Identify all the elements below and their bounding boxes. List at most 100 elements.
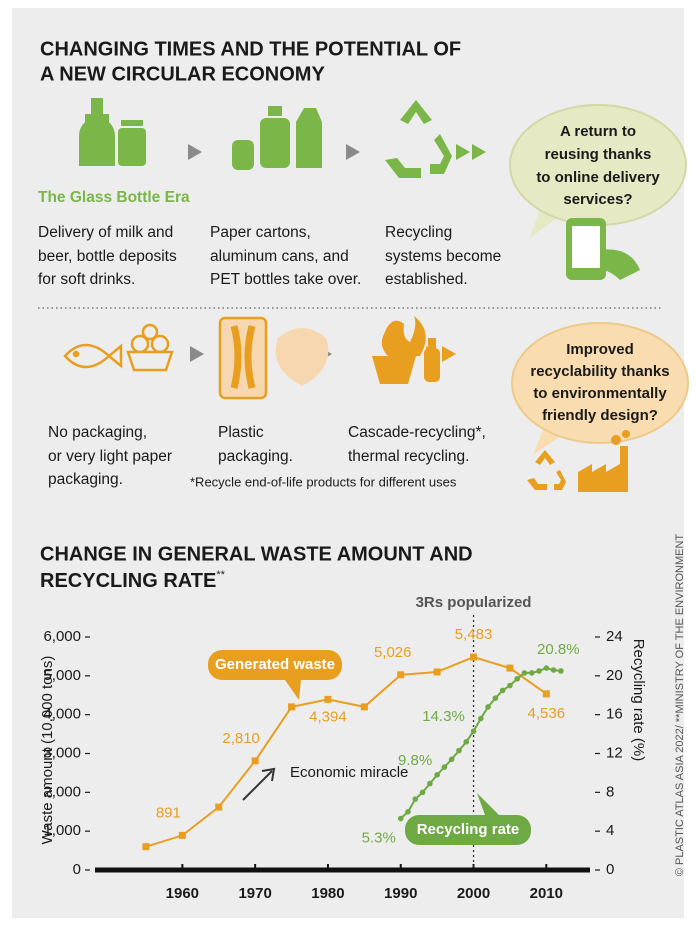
- y2-tick-label: 16: [606, 706, 623, 723]
- title-line: CHANGING TIMES AND THE POTENTIAL OF: [40, 38, 461, 60]
- data-point: [544, 665, 550, 671]
- bubble-text: services?: [563, 191, 632, 208]
- stage-text: PET bottles take over.: [210, 271, 361, 288]
- y-tick-label: 6,000: [43, 628, 81, 645]
- footnote: *Recycle end-of-life products for differ…: [190, 474, 457, 489]
- y-tick-label: 4,000: [43, 706, 81, 723]
- data-point: [215, 804, 222, 811]
- title-note: **: [216, 569, 225, 581]
- data-label: 20.8%: [537, 641, 580, 658]
- x-tick-label: 1980: [311, 885, 344, 902]
- chart-title: CHANGE IN GENERAL WASTE AMOUNT AND: [40, 543, 473, 565]
- data-point: [420, 790, 426, 796]
- data-point: [252, 757, 259, 764]
- bubble-text: recyclability thanks: [530, 363, 669, 380]
- data-point: [405, 809, 411, 815]
- data-point: [427, 781, 433, 787]
- stage-text: packaging.: [48, 471, 123, 488]
- chart-title-text: RECYCLING RATE: [40, 570, 216, 592]
- data-point: [551, 667, 557, 673]
- bubble-text: to online delivery: [536, 169, 660, 186]
- data-point: [470, 654, 477, 661]
- data-point: [456, 748, 462, 754]
- data-point: [506, 665, 513, 672]
- annotation: 3Rs popularized: [416, 594, 532, 611]
- stage-text: Paper cartons,: [210, 224, 311, 241]
- stage-text: No packaging,: [48, 424, 147, 441]
- stage-text: established.: [385, 271, 468, 288]
- infographic: CHANGING TIMES AND THE POTENTIAL OF A NE…: [0, 0, 696, 926]
- data-point: [522, 670, 528, 676]
- bubble-text: reusing thanks: [545, 146, 652, 163]
- data-point: [449, 757, 455, 763]
- x-tick-label: 1990: [384, 885, 417, 902]
- data-point: [500, 688, 506, 694]
- y-tick-label: 1,000: [43, 822, 81, 839]
- y2-tick-label: 24: [606, 628, 623, 645]
- x-tick-label: 1960: [166, 885, 199, 902]
- stage-text: Recycling: [385, 224, 452, 241]
- bubble-text: A return to: [560, 123, 636, 140]
- data-label: 14.3%: [422, 708, 465, 725]
- data-label: 2,810: [222, 730, 260, 747]
- stage-text: packaging.: [218, 448, 293, 465]
- stage-text: aluminum cans, and: [210, 248, 349, 265]
- data-point: [361, 703, 368, 710]
- data-label: 891: [156, 804, 181, 821]
- legend-label: Generated waste: [215, 656, 335, 673]
- data-point: [442, 764, 448, 770]
- data-point: [514, 676, 520, 682]
- bubble-text: friendly design?: [542, 407, 658, 424]
- data-point: [397, 671, 404, 678]
- data-point: [558, 668, 564, 674]
- stage-text: beer, bottle deposits: [38, 248, 177, 265]
- title-line: A NEW CIRCULAR ECONOMY: [40, 63, 325, 85]
- data-point: [324, 696, 331, 703]
- data-point: [543, 690, 550, 697]
- y2-tick-label: 20: [606, 667, 623, 684]
- data-label: 9.8%: [398, 752, 432, 769]
- data-label: 5.3%: [362, 830, 396, 847]
- y-tick-label: 3,000: [43, 744, 81, 761]
- y2-tick-label: 8: [606, 783, 614, 800]
- y-tick-label: 0: [73, 861, 81, 878]
- data-point: [142, 843, 149, 850]
- data-point: [478, 716, 484, 722]
- bubble-text: Improved: [566, 341, 634, 358]
- bubble-text: to environmentally: [533, 385, 667, 402]
- era-label: The Glass Bottle Era: [38, 189, 190, 206]
- stage-text: Delivery of milk and: [38, 224, 173, 241]
- data-point: [288, 703, 295, 710]
- y2-tick-label: 0: [606, 861, 614, 878]
- stage-text: for soft drinks.: [38, 271, 135, 288]
- y2-tick-label: 12: [606, 744, 623, 761]
- stage-text: Cascade-recycling*,: [348, 424, 486, 441]
- data-label: 4,394: [309, 708, 347, 725]
- stage-text: thermal recycling.: [348, 448, 469, 465]
- stage-text: Plastic: [218, 424, 264, 441]
- data-point: [507, 683, 513, 689]
- data-point: [412, 796, 418, 802]
- data-point: [485, 704, 491, 710]
- stage-text: or very light paper: [48, 448, 172, 465]
- x-tick-label: 1970: [238, 885, 271, 902]
- data-label: 4,536: [528, 705, 566, 722]
- data-label: 5,026: [374, 644, 412, 661]
- x-tick-label: 2000: [457, 885, 490, 902]
- data-point: [471, 728, 477, 734]
- data-point: [398, 816, 404, 822]
- y2-axis-label: Recycling rate (%): [630, 639, 647, 762]
- x-tick-label: 2010: [530, 885, 563, 902]
- legend-label: Recycling rate: [417, 821, 520, 838]
- data-point: [179, 832, 186, 839]
- y2-tick-label: 4: [606, 822, 614, 839]
- data-point: [463, 739, 469, 745]
- credit: © PLASTIC ATLAS ASIA 2022/ **MINISTRY OF…: [674, 534, 686, 877]
- data-point: [434, 668, 441, 675]
- data-label: 5,483: [455, 626, 493, 643]
- y-tick-label: 2,000: [43, 783, 81, 800]
- data-point: [493, 695, 499, 701]
- data-point: [434, 772, 440, 778]
- chart-title: RECYCLING RATE**: [40, 569, 226, 592]
- stage-text: systems become: [385, 248, 501, 265]
